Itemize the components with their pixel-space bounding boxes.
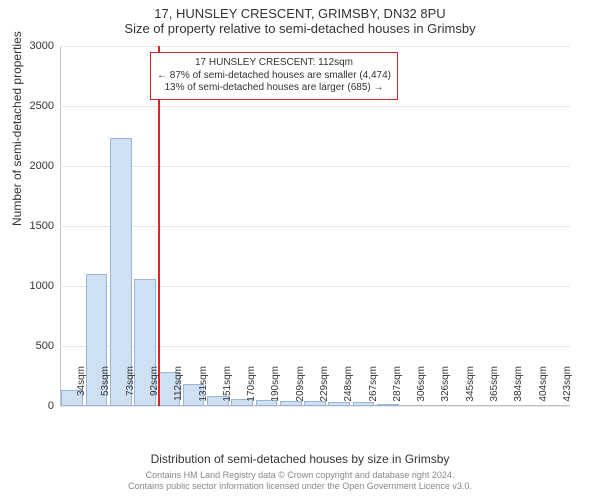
y-tick-label: 1500 [4,220,54,232]
x-tick-label: 170sqm [246,366,257,410]
reference-line [158,46,160,406]
x-tick-label: 248sqm [343,366,354,410]
gridline [60,226,570,227]
x-tick-label: 34sqm [76,366,87,410]
y-tick-label: 3000 [4,40,54,52]
x-axis-label: Distribution of semi-detached houses by … [0,452,600,466]
chart-title-main: 17, HUNSLEY CRESCENT, GRIMSBY, DN32 8PU [0,0,600,21]
footer-attribution: Contains HM Land Registry data © Crown c… [0,470,600,492]
x-tick-label: 112sqm [173,366,184,410]
y-axis-label: Number of semi-detached properties [10,31,24,226]
chart-container: 17, HUNSLEY CRESCENT, GRIMSBY, DN32 8PU … [0,0,600,500]
x-tick-label: 73sqm [125,366,136,410]
x-tick-label: 151sqm [222,366,233,410]
x-tick-label: 190sqm [270,366,281,410]
footer-line-2: Contains public sector information licen… [0,481,600,492]
y-tick-label: 500 [4,340,54,352]
y-tick-label: 0 [4,400,54,412]
x-tick-label: 92sqm [149,366,160,410]
x-tick-label: 326sqm [440,366,451,410]
y-tick-label: 2500 [4,100,54,112]
x-tick-label: 131sqm [198,366,209,410]
x-tick-label: 229sqm [319,366,330,410]
gridline [60,166,570,167]
annotation-line-1: 17 HUNSLEY CRESCENT: 112sqm [157,57,391,70]
x-tick-label: 53sqm [100,366,111,410]
gridline [60,106,570,107]
footer-line-1: Contains HM Land Registry data © Crown c… [0,470,600,481]
x-tick-label: 404sqm [538,366,549,410]
x-tick-label: 384sqm [513,366,524,410]
annotation-line-2: ← 87% of semi-detached houses are smalle… [157,70,391,83]
plot-area: 17 HUNSLEY CRESCENT: 112sqm← 87% of semi… [60,46,570,406]
x-tick-label: 365sqm [489,366,500,410]
x-tick-label: 306sqm [416,366,427,410]
chart-title-sub: Size of property relative to semi-detach… [0,21,600,40]
x-tick-label: 423sqm [562,366,573,410]
x-tick-label: 287sqm [392,366,403,410]
annotation-line-3: 13% of semi-detached houses are larger (… [157,82,391,95]
x-tick-label: 267sqm [368,366,379,410]
x-tick-label: 209sqm [295,366,306,410]
gridline [60,46,570,47]
y-tick-label: 1000 [4,280,54,292]
annotation-box: 17 HUNSLEY CRESCENT: 112sqm← 87% of semi… [150,52,398,100]
x-tick-label: 345sqm [465,366,476,410]
y-tick-label: 2000 [4,160,54,172]
